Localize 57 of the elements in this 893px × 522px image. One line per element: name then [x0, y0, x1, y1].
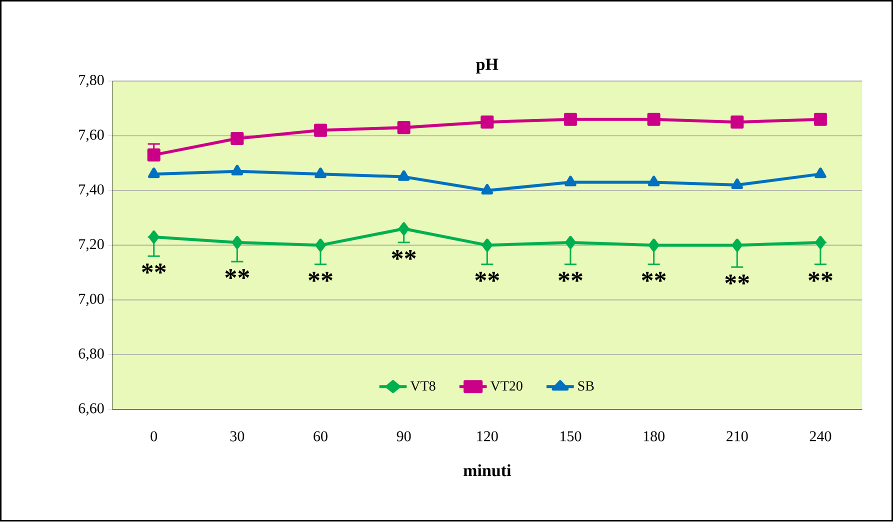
point: [480, 116, 494, 129]
point: [230, 132, 244, 146]
legend-label: SB: [578, 381, 594, 391]
point: [648, 176, 660, 187]
chart-title: pH: [476, 59, 498, 74]
x-tick-label: 210: [726, 431, 748, 442]
point: [482, 238, 492, 252]
point: [815, 236, 826, 250]
x-tick-label: 120: [477, 431, 498, 442]
annotation: **: [558, 272, 582, 282]
point: [148, 230, 160, 244]
x-tick-label: 180: [644, 431, 664, 442]
point: [648, 238, 660, 252]
point: [147, 148, 160, 162]
annotation: **: [808, 272, 832, 282]
point: [232, 236, 242, 250]
x-tick-label: 0: [150, 431, 158, 442]
x-tick-label: 150: [560, 431, 582, 442]
point: [398, 170, 410, 182]
point: [564, 176, 576, 187]
x-tick-label: 30: [230, 431, 244, 442]
point: [731, 178, 743, 190]
point: [231, 165, 244, 176]
point: [730, 116, 744, 129]
point: [314, 124, 328, 138]
annotation: **: [642, 272, 666, 282]
point: [647, 113, 660, 126]
annotation: **: [225, 269, 250, 280]
x-tick-label: 90: [396, 431, 411, 442]
legend-label: VT20: [490, 381, 522, 391]
x-axis-title: minuti: [464, 464, 511, 476]
y-tick-label: 7,80: [79, 75, 104, 88]
annotation: **: [308, 272, 332, 282]
point: [814, 113, 827, 126]
point: [732, 238, 742, 252]
point: [397, 121, 410, 134]
point: [564, 113, 578, 126]
point: [814, 168, 826, 178]
y-tick-label: 6,60: [78, 403, 104, 416]
y-tick-label: 7,20: [79, 239, 104, 252]
y-tick-label: 7,60: [79, 130, 104, 142]
y-tick-label: 7,00: [79, 294, 104, 306]
annotation: **: [475, 272, 500, 282]
y-tick-label: 7,40: [79, 184, 104, 197]
annotation: **: [392, 250, 416, 260]
annotation: **: [725, 274, 750, 285]
point: [481, 184, 494, 195]
legend-label: VT8: [410, 381, 436, 391]
annotation: **: [142, 264, 166, 274]
point: [315, 238, 326, 252]
point: [398, 222, 410, 236]
point: [314, 168, 326, 178]
y-tick-label: 6,80: [78, 348, 104, 361]
x-tick-label: 60: [314, 431, 328, 442]
point: [148, 168, 160, 178]
x-tick-label: 240: [810, 431, 832, 442]
point: [565, 236, 576, 250]
